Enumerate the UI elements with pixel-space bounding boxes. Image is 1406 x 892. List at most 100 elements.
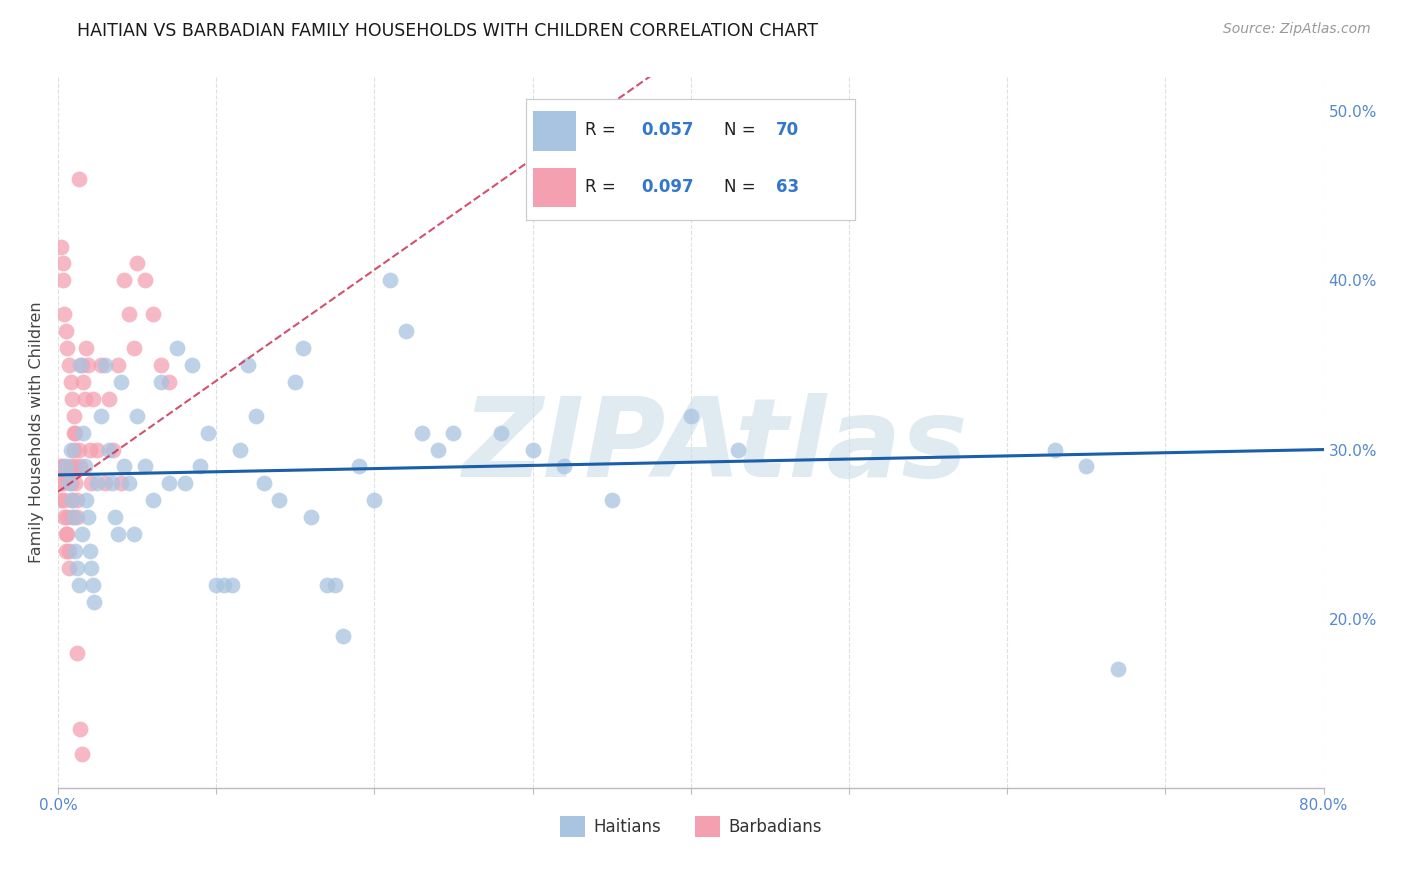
Point xyxy=(53,307,76,321)
Point xyxy=(395,324,418,338)
Point xyxy=(1076,459,1098,474)
Point xyxy=(380,273,402,287)
Point xyxy=(70,358,93,372)
Point xyxy=(679,409,702,423)
Point xyxy=(284,375,307,389)
Point xyxy=(69,459,91,474)
Point xyxy=(59,476,82,491)
Point xyxy=(79,442,101,457)
Point xyxy=(56,341,79,355)
Point xyxy=(103,442,125,457)
Point xyxy=(73,392,96,406)
Point xyxy=(157,375,180,389)
Point xyxy=(90,409,112,423)
Point xyxy=(1107,662,1129,676)
Point xyxy=(52,273,75,287)
Point xyxy=(67,442,90,457)
Point xyxy=(65,459,87,474)
Point xyxy=(229,442,252,457)
Point xyxy=(112,459,135,474)
Point xyxy=(522,442,544,457)
Point xyxy=(118,307,141,321)
Point xyxy=(86,442,108,457)
Point xyxy=(323,578,346,592)
Point xyxy=(83,595,105,609)
Point xyxy=(122,527,145,541)
Point xyxy=(67,172,90,186)
Point xyxy=(58,358,80,372)
Point xyxy=(59,375,82,389)
Point xyxy=(66,493,89,508)
Point xyxy=(489,425,512,440)
Point xyxy=(56,527,79,541)
Point xyxy=(72,375,94,389)
Point xyxy=(79,544,101,558)
Point xyxy=(100,476,122,491)
Point xyxy=(62,510,84,524)
Point xyxy=(66,510,89,524)
Point xyxy=(188,459,211,474)
Point xyxy=(53,493,76,508)
Point xyxy=(118,476,141,491)
Point xyxy=(67,578,90,592)
Point xyxy=(62,409,84,423)
Point xyxy=(75,341,97,355)
Point xyxy=(104,510,127,524)
Point xyxy=(97,442,120,457)
Point xyxy=(59,442,82,457)
Point xyxy=(94,476,117,491)
Point xyxy=(77,510,100,524)
Point xyxy=(205,578,228,592)
Point xyxy=(60,392,83,406)
Point xyxy=(411,425,433,440)
Point xyxy=(269,493,291,508)
Point xyxy=(292,341,315,355)
Point xyxy=(94,358,117,372)
Point xyxy=(332,629,354,643)
Point xyxy=(97,392,120,406)
Point xyxy=(65,425,87,440)
Point xyxy=(173,476,195,491)
Point xyxy=(52,256,75,270)
Point xyxy=(125,256,148,270)
Point xyxy=(86,476,108,491)
Point xyxy=(142,307,165,321)
Point xyxy=(60,493,83,508)
Point xyxy=(72,425,94,440)
Point xyxy=(426,442,449,457)
Point xyxy=(52,459,75,474)
Point xyxy=(347,459,370,474)
Point xyxy=(80,561,103,575)
Point xyxy=(134,273,156,287)
Point xyxy=(60,510,83,524)
Point xyxy=(62,442,84,457)
Point xyxy=(82,578,104,592)
Point xyxy=(110,375,132,389)
Point xyxy=(59,459,82,474)
Point xyxy=(48,459,70,474)
Point xyxy=(69,358,91,372)
Y-axis label: Family Households with Children: Family Households with Children xyxy=(30,301,44,564)
Point xyxy=(149,375,172,389)
Point xyxy=(107,358,129,372)
Point xyxy=(299,510,322,524)
Point xyxy=(125,409,148,423)
Point xyxy=(58,476,80,491)
Point xyxy=(181,358,204,372)
Legend: Haitians, Barbadians: Haitians, Barbadians xyxy=(554,810,828,844)
Point xyxy=(221,578,243,592)
Point xyxy=(236,358,259,372)
Point xyxy=(56,510,79,524)
Point xyxy=(52,476,75,491)
Text: HAITIAN VS BARBADIAN FAMILY HOUSEHOLDS WITH CHILDREN CORRELATION CHART: HAITIAN VS BARBADIAN FAMILY HOUSEHOLDS W… xyxy=(77,22,818,40)
Point xyxy=(1043,442,1066,457)
Point xyxy=(90,358,112,372)
Point xyxy=(55,324,77,338)
Point xyxy=(245,409,267,423)
Point xyxy=(134,459,156,474)
Point xyxy=(62,425,84,440)
Point xyxy=(49,476,72,491)
Point xyxy=(77,358,100,372)
Point xyxy=(166,341,188,355)
Point xyxy=(142,493,165,508)
